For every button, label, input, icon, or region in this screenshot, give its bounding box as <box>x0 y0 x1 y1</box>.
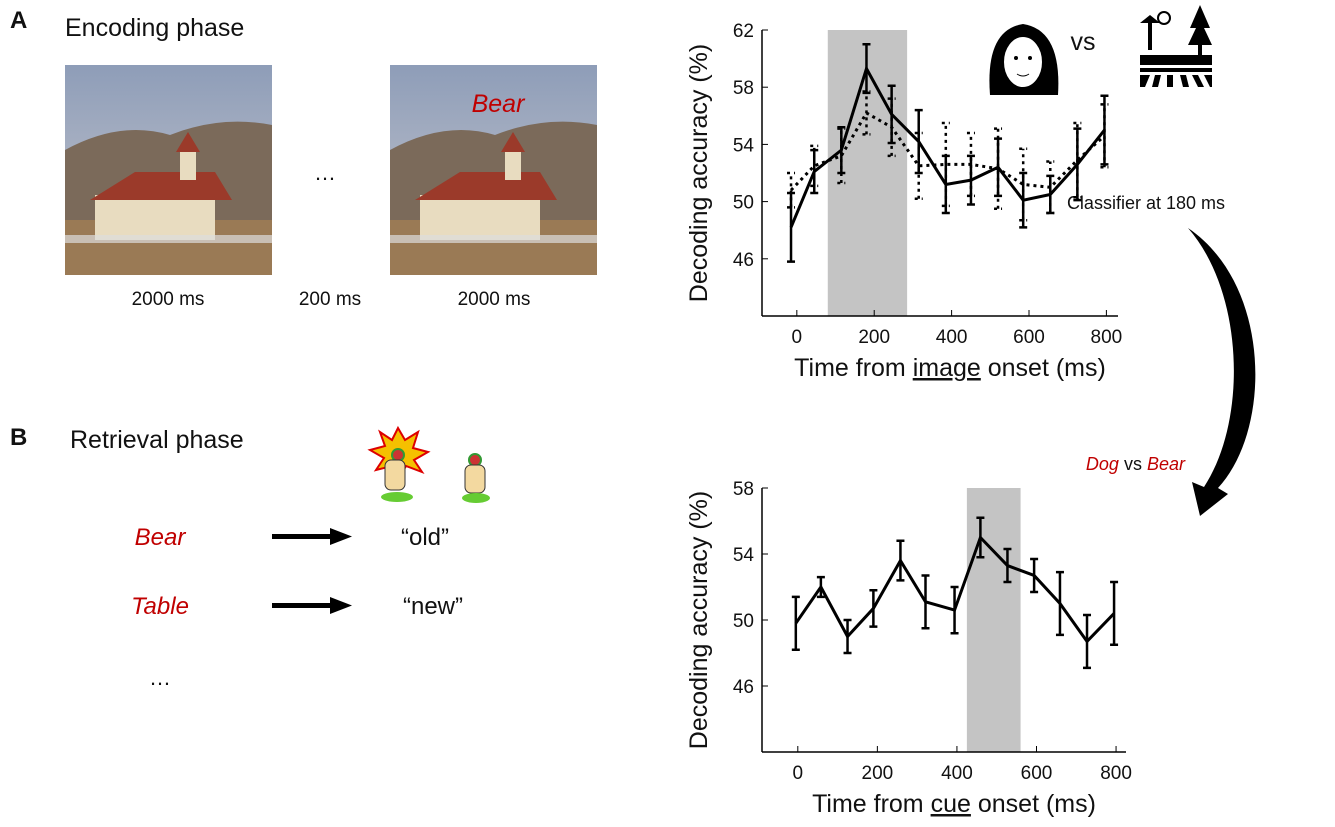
x-tick-label: 200 <box>862 763 894 784</box>
highlight-window <box>966 488 1021 752</box>
error-bar <box>976 516 985 559</box>
face-icon <box>989 24 1059 95</box>
cue-word: Bear <box>135 524 187 551</box>
error-bar <box>810 144 819 188</box>
error-bar <box>914 131 923 200</box>
error-bar <box>1003 547 1012 584</box>
error-bar <box>787 171 796 209</box>
ellipsis: … <box>149 665 171 690</box>
data-line <box>789 110 1106 192</box>
error-bar <box>887 97 896 158</box>
error-bar <box>862 90 871 136</box>
y-tick-label: 54 <box>733 545 755 566</box>
x-tick-label: 800 <box>1091 327 1123 348</box>
error-bar <box>941 121 950 208</box>
error-bar <box>1055 570 1064 637</box>
cue-word: Bear <box>472 90 526 118</box>
error-bar <box>787 191 796 263</box>
y-tick-label: 62 <box>733 21 754 42</box>
error-bar <box>837 125 846 175</box>
y-tick-label: 46 <box>733 250 754 271</box>
error-bar <box>994 127 1003 210</box>
error-bar <box>837 127 846 185</box>
photo <box>65 65 272 275</box>
y-tick-label: 58 <box>733 479 754 500</box>
annotation: Classifier at 180 ms <box>1067 193 1225 213</box>
error-bar <box>862 43 871 95</box>
y-tick-label: 50 <box>733 193 754 214</box>
error-bar <box>1100 103 1109 169</box>
x-tick-label: 800 <box>1100 763 1132 784</box>
cue-word: Table <box>131 593 189 620</box>
duration: 2000 ms <box>458 289 531 310</box>
x-axis-label: Time from image onset (ms) <box>794 354 1106 382</box>
error-bar <box>816 575 825 599</box>
ellipsis: … <box>314 160 336 185</box>
y-tick-label: 54 <box>733 135 755 156</box>
x-tick-label: 0 <box>793 763 804 784</box>
error-bar <box>791 595 800 651</box>
x-tick-label: 600 <box>1013 327 1045 348</box>
curved-arrow <box>1188 228 1256 516</box>
y-tick-label: 58 <box>733 78 754 99</box>
error-bar <box>966 131 975 198</box>
icons-vs: vs <box>1071 28 1096 56</box>
error-bar <box>869 589 878 628</box>
x-tick-label: 400 <box>941 763 973 784</box>
response-icons <box>367 425 490 503</box>
error-bar <box>843 618 852 655</box>
error-bar <box>1046 160 1055 215</box>
response: “new” <box>403 593 463 620</box>
error-bar <box>1083 613 1092 670</box>
error-bar <box>950 585 959 635</box>
arrow <box>272 528 352 614</box>
annotation: Dog vs Bear <box>1086 454 1186 474</box>
duration: 2000 ms <box>132 289 205 310</box>
panel-title: Encoding phase <box>65 14 244 42</box>
error-bar <box>1019 147 1028 222</box>
y-tick-label: 46 <box>733 677 754 698</box>
panel-label: A <box>10 7 27 34</box>
error-bar <box>896 539 905 582</box>
panel-title: Retrieval phase <box>70 426 244 454</box>
x-tick-label: 0 <box>792 327 803 348</box>
x-tick-label: 600 <box>1021 763 1053 784</box>
annotation-word: Dog <box>1086 454 1119 474</box>
error-bar <box>1030 557 1039 594</box>
y-tick-label: 50 <box>733 611 754 632</box>
error-bar <box>921 574 930 630</box>
y-axis-label: Decoding accuracy (%) <box>685 44 713 302</box>
charts: 46 50 54 58 62 0 200 400 600 800 Time from image o… <box>685 21 1132 818</box>
error-bar <box>1110 580 1119 646</box>
panel-label: B <box>10 424 27 451</box>
annotation-word: vs <box>1124 454 1142 474</box>
scene-icon <box>1140 5 1212 87</box>
annotation-word: Bear <box>1147 454 1186 474</box>
x-tick-label: 200 <box>858 327 890 348</box>
duration: 200 ms <box>299 289 361 310</box>
response: “old” <box>401 524 449 551</box>
error-bar <box>1073 121 1082 199</box>
x-tick-label: 400 <box>936 327 968 348</box>
y-axis-label: Decoding accuracy (%) <box>685 491 713 749</box>
x-axis-label: Time from cue onset (ms) <box>812 790 1096 818</box>
